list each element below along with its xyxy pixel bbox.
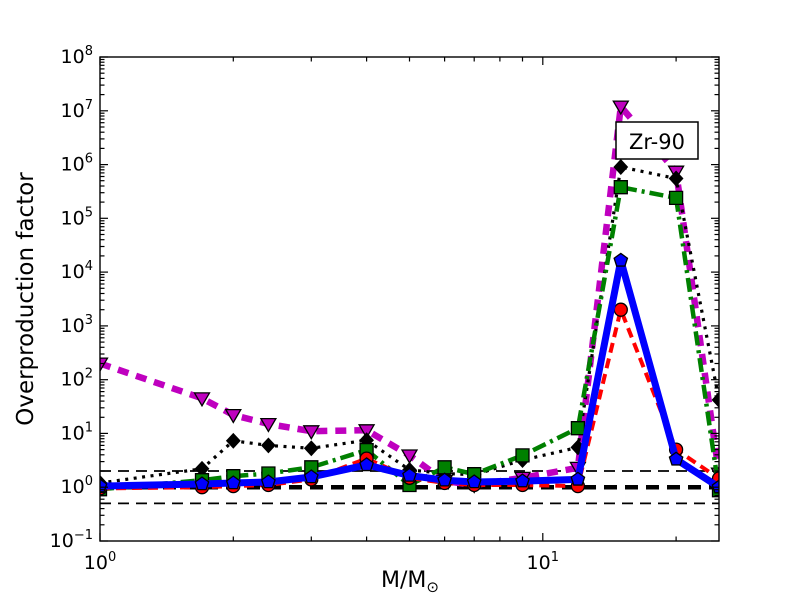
model-black-dotted-diamonds-marker	[225, 432, 241, 449]
model-blue-solid-pentagons-marker	[570, 471, 586, 486]
model-blue-solid-pentagons-marker	[303, 469, 319, 484]
model-black-dotted-diamonds-marker	[261, 437, 276, 454]
model-green-dashdot-squares-marker	[570, 421, 586, 436]
model-magenta-dashed-triangles-marker	[224, 408, 242, 424]
model-green-dashdot-squares-marker	[437, 460, 452, 475]
model-red-dashed-circles-marker	[613, 302, 628, 317]
model-magenta-dashed-triangles-marker	[259, 417, 278, 433]
y-tick-label: 10−1	[50, 528, 93, 552]
model-magenta-dashed-triangles-marker	[100, 357, 109, 373]
ticks	[99, 56, 719, 542]
model-blue-solid-pentagons	[100, 252, 719, 494]
model-blue-solid-pentagons-marker	[359, 457, 375, 472]
model-magenta-dashed-triangles-marker	[400, 449, 419, 465]
model-blue-solid-pentagons-marker	[437, 472, 453, 487]
model-magenta-dashed-triangles-marker	[193, 392, 211, 408]
model-blue-solid-pentagons-marker	[260, 474, 276, 489]
model-blue-solid-pentagons-marker	[402, 467, 417, 482]
model-blue-solid-pentagons-marker	[100, 478, 108, 493]
model-black-dotted-diamonds-marker	[668, 170, 684, 187]
model-black-dotted-diamonds-marker	[613, 159, 629, 175]
model-magenta-dashed-triangles-marker	[357, 424, 376, 439]
model-magenta-dashed-triangles-marker	[612, 100, 630, 116]
model-green-dashdot-squares-marker	[515, 448, 530, 463]
annotation-label: Zr-90	[629, 130, 685, 154]
annotation-box: Zr-90	[615, 121, 699, 160]
model-blue-solid-pentagons-marker	[515, 473, 530, 488]
model-blue-solid-pentagons-marker	[225, 475, 241, 490]
x-tick-label: 101	[527, 550, 559, 574]
model-black-dotted-diamonds-marker	[303, 440, 319, 457]
model-blue-solid-pentagons-marker	[613, 252, 629, 267]
model-magenta-dashed-triangles-marker	[302, 425, 320, 440]
model-green-dashdot-squares-marker	[668, 190, 684, 206]
model-green-dashdot-squares-marker	[613, 180, 628, 195]
y-axis-label: Overproduction factor	[13, 172, 39, 426]
model-blue-solid-pentagons-marker	[668, 451, 684, 466]
model-blue-solid-pentagons-marker	[194, 476, 210, 491]
model-blue-solid-pentagons-marker	[466, 474, 482, 489]
